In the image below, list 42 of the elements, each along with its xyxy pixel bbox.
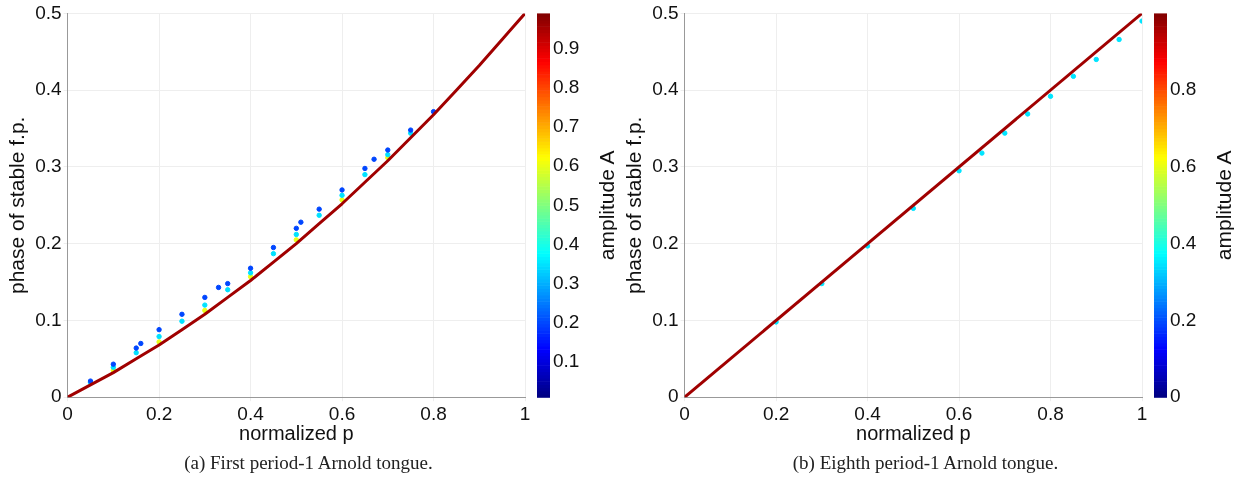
color-bar-label: 0.6: [553, 154, 580, 176]
color-bar-label: 0.1: [553, 350, 580, 372]
x-tick-label: 0.4: [237, 402, 265, 424]
x-tick-label: 0.8: [420, 402, 447, 424]
color-bar-label: 0.5: [553, 193, 580, 215]
y-tick-label: 0.2: [35, 231, 62, 253]
x-tick-label: 0.8: [1037, 402, 1064, 424]
y-tick-label: 0: [51, 385, 62, 407]
y-axis-title: phase of stable f.p.: [5, 116, 29, 295]
y-tick-label: 0.4: [652, 78, 680, 100]
x-tick-label: 0.2: [762, 402, 790, 424]
y-tick-label: 0.3: [35, 155, 62, 177]
y-tick-label: 0.1: [35, 308, 62, 330]
color-bar-label: 0.8: [1170, 78, 1197, 100]
color-bar-label: 0.4: [1170, 231, 1197, 253]
color-bar-label: 0.2: [1170, 308, 1197, 330]
x-tick-label: 1: [1136, 402, 1148, 424]
y-tick-label: 0.3: [652, 155, 679, 177]
x-tick-label: 0.6: [328, 402, 356, 424]
x-tick-label: 0.4: [854, 402, 882, 424]
y-tick-label: 0.2: [652, 231, 679, 253]
x-tick-label: 1: [519, 402, 531, 424]
x-tick-label: 0.2: [145, 402, 173, 424]
color-bar-label: 0.8: [553, 76, 580, 98]
color-bar-label: 0: [1170, 385, 1181, 407]
x-axis-title: normalized p: [239, 421, 354, 444]
color-bar-label: 0.9: [553, 36, 580, 58]
color-bar-label: 0.2: [553, 311, 580, 333]
color-bar-label: 0.7: [553, 115, 580, 137]
color-bar-label: 0.4: [553, 232, 580, 254]
x-tick-label: 0.6: [945, 402, 973, 424]
color-bar-label: 0.6: [1170, 155, 1197, 177]
x-axis-title: normalized p: [856, 421, 971, 444]
y-tick-label: 0.4: [35, 78, 63, 100]
y-tick-label: 0.1: [652, 308, 679, 330]
y-tick-label: 0: [668, 385, 679, 407]
y-tick-label: 0.5: [35, 1, 62, 23]
text: (a) First period-1 Arnold tongue.: [183, 452, 434, 474]
y-tick-label: 0.5: [652, 1, 679, 23]
color-bar-label: 0.3: [553, 271, 580, 293]
text: (b) Eighth period-1 Arnold tongue.: [791, 452, 1060, 474]
y-axis-title: phase of stable f.p.: [622, 116, 646, 295]
